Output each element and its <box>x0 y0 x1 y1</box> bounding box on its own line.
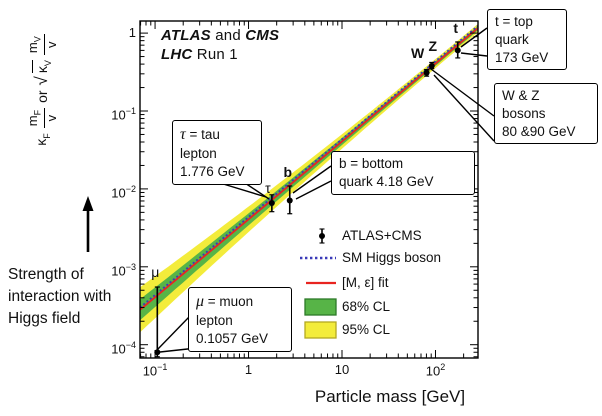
data-point-Z-boson <box>428 61 435 70</box>
side-note: Strength of interaction with Higgs field <box>8 264 111 330</box>
fit-line <box>140 27 478 311</box>
annotation-line: lepton <box>180 146 217 162</box>
y-tick-label: 1 <box>128 25 136 41</box>
kappa-v-term: κV <box>31 60 53 74</box>
legend-marker-data <box>319 228 325 244</box>
annotation-line: μ = muon <box>196 293 254 310</box>
sm-line <box>140 25 478 309</box>
data-points <box>154 41 461 358</box>
legend-marker-cl95 <box>304 321 337 339</box>
annotation-line: lepton <box>196 313 233 329</box>
y-tick-label: 10−4 <box>111 339 136 357</box>
plot-title: ATLAS and CMS LHC Run 1 <box>161 26 279 64</box>
data-point-top-quark <box>454 41 461 59</box>
x-tick-label: 10 <box>334 362 350 377</box>
legend-marker-cl68 <box>304 298 337 316</box>
strength-arrow <box>82 196 94 252</box>
legend-label-cl68: 68% CL <box>342 299 391 314</box>
side-note-line: Strength of <box>8 266 84 283</box>
mv-over-v-fraction: mV v <box>24 34 59 56</box>
y-tick-label: 10−2 <box>111 183 136 201</box>
or-label: or <box>34 90 50 103</box>
particle-label-Z-boson: Z <box>428 37 438 54</box>
particle-label-tau-lepton: τ <box>265 179 271 196</box>
annotation-muon: μ = muon lepton 0.1057 GeV <box>188 287 292 352</box>
atlas-label: ATLAS <box>161 27 211 44</box>
legend-label-sm: SM Higgs boson <box>342 250 442 265</box>
annotation-line: τ = tau <box>180 126 220 143</box>
lhc-label: LHC <box>161 46 193 63</box>
annotation-wz: W & Z bosons 80 &90 GeV <box>494 83 598 145</box>
side-note-line: interaction with <box>8 288 112 305</box>
kappa-f-term: κF <box>32 133 52 146</box>
particle-label-bottom-quark: b <box>283 164 293 181</box>
and-label: and <box>210 27 246 44</box>
annotation-line: 1.776 GeV <box>180 163 245 179</box>
plot-frame <box>139 20 479 359</box>
callout-pointer-lines <box>156 27 495 353</box>
annotation-line: bosons <box>502 105 546 121</box>
particle-label-muon-lepton: μ <box>151 264 160 281</box>
plot-title-line2: LHC Run 1 <box>161 45 279 64</box>
data-point-muon-lepton <box>154 286 161 358</box>
x-tick-label: 1 <box>244 362 253 377</box>
legend-label-cl95: 95% CL <box>342 322 391 337</box>
legend-label-data: ATLAS+CMS <box>342 228 422 243</box>
annotation-line: 0.1057 GeV <box>196 330 269 346</box>
data-point-W-boson <box>423 68 430 77</box>
sqrt-symbol: √ <box>32 76 51 86</box>
annotation-line: quark 4.18 GeV <box>339 173 434 189</box>
annotation-line: 80 &90 GeV <box>502 123 576 139</box>
x-tick-label: 102 <box>425 362 446 379</box>
annotation-line: t = top <box>495 14 533 29</box>
plot-title-line1: ATLAS and CMS <box>161 26 279 45</box>
x-tick-label: 10−1 <box>142 362 168 379</box>
side-note-line: Higgs field <box>8 310 81 327</box>
run1-label: Run 1 <box>192 46 238 63</box>
y-tick-label: 10−1 <box>111 106 136 123</box>
annotation-tau: τ = tau lepton 1.776 GeV <box>172 120 262 185</box>
annotation-top: t = top quark 173 GeV <box>487 9 567 71</box>
annotation-line: W & Z <box>502 88 540 103</box>
particle-label-W-boson: W <box>411 44 425 61</box>
annotation-line: 173 GeV <box>495 49 549 65</box>
annotation-line: quark <box>495 31 529 47</box>
annotation-line: b = bottom <box>339 156 404 171</box>
y-axis-label: κF mF v or √ κV mV v <box>22 5 62 175</box>
legend-label-fit: [M, ε] fit <box>342 275 389 290</box>
cms-label: CMS <box>245 27 280 44</box>
data-point-bottom-quark <box>286 185 293 215</box>
particle-label-top-quark: t <box>453 20 459 37</box>
band-layer <box>140 23 478 333</box>
x-axis-label: Particle mass [GeV] <box>314 387 466 406</box>
annotation-bottom: b = bottom quark 4.18 GeV <box>331 151 475 195</box>
data-point-tau-lepton <box>268 194 275 213</box>
mf-over-v-fraction: mF v <box>24 107 59 129</box>
y-tick-label: 10−3 <box>111 261 136 279</box>
